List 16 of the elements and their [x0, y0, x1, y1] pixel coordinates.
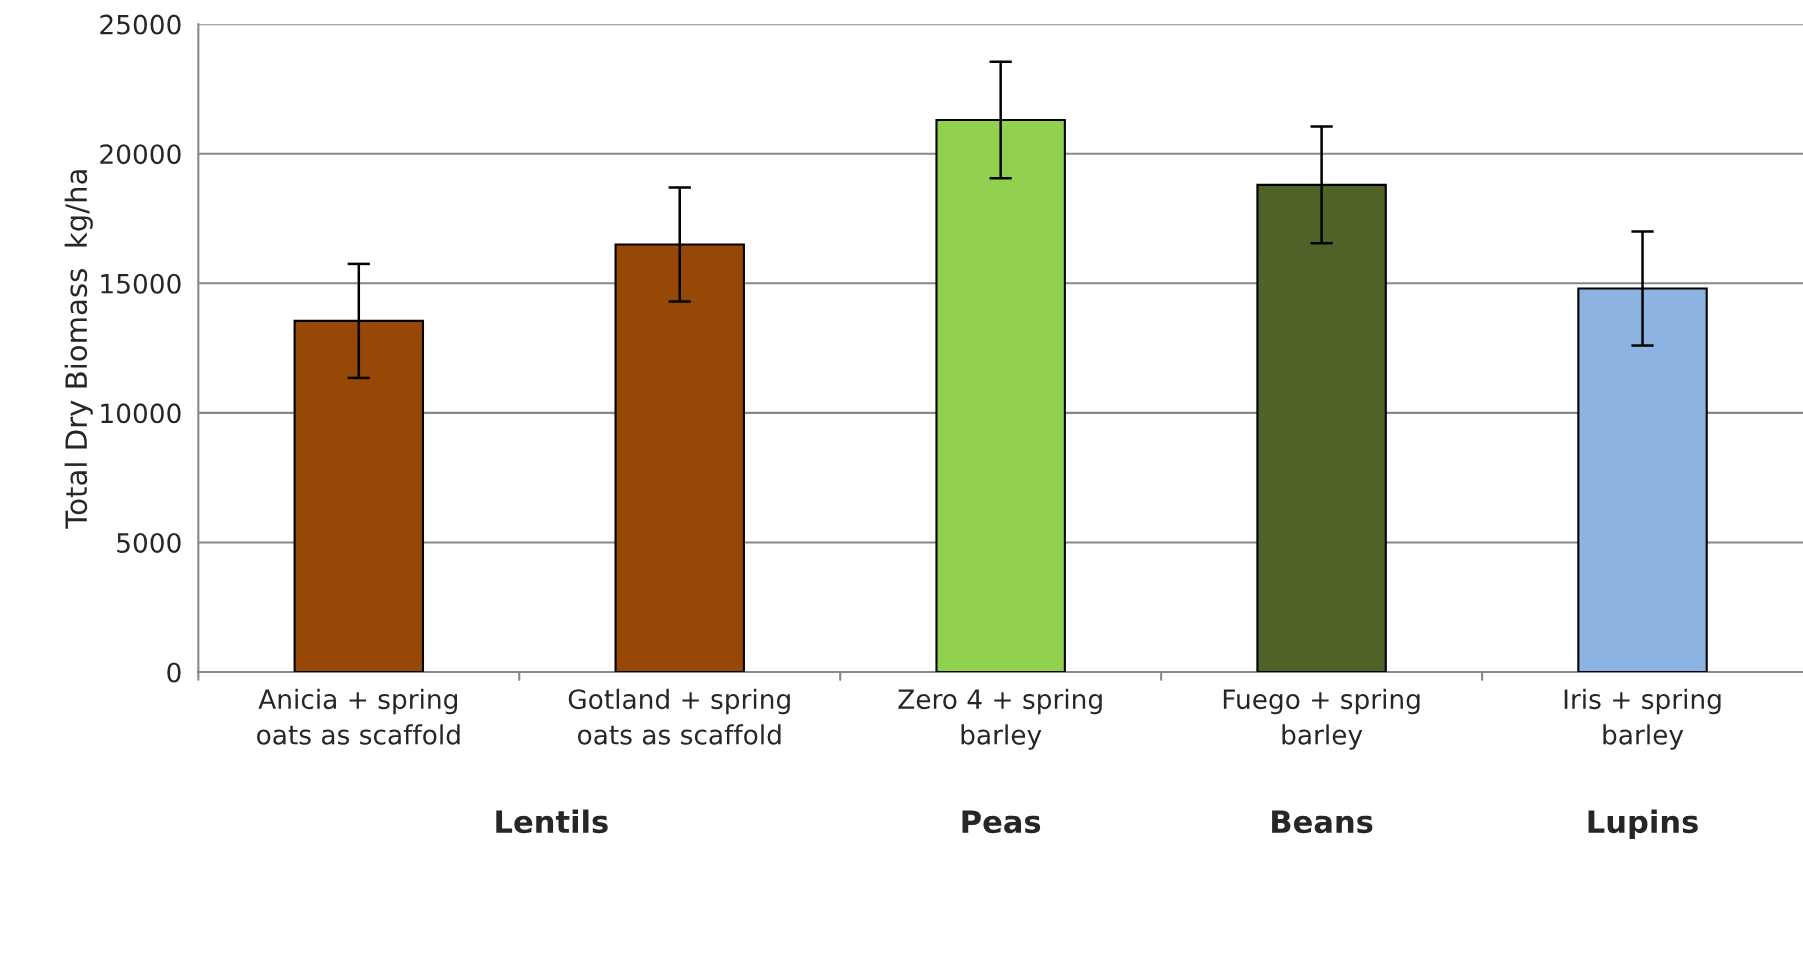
y-tick-label: 10000: [101, 403, 181, 424]
y-tick-label: 5000: [117, 532, 181, 553]
text: Peas: [962, 810, 1041, 834]
x-tick-label: Zero 4 + spring barley: [898, 688, 1102, 750]
x-tick-label: Iris + spring barley: [1564, 688, 1721, 750]
x-tick-label: Fuego + spring barley: [1223, 688, 1420, 750]
y-tick-label: 20000: [100, 144, 181, 165]
y-tick-label: 15000: [101, 273, 181, 294]
y-axis-title: Total Dry Biomass kg/ha: [64, 170, 93, 529]
x-tick-label: Gotland + spring oats as scaffold: [568, 688, 790, 745]
text: Beans: [1272, 810, 1373, 834]
text: Lentils: [496, 809, 608, 834]
y-tick-label: 0: [167, 662, 181, 683]
x-tick-label: Anicia + spring oats as scaffold: [257, 688, 460, 745]
y-tick-label: 25000: [100, 14, 181, 35]
text: Lupins: [1588, 809, 1698, 840]
